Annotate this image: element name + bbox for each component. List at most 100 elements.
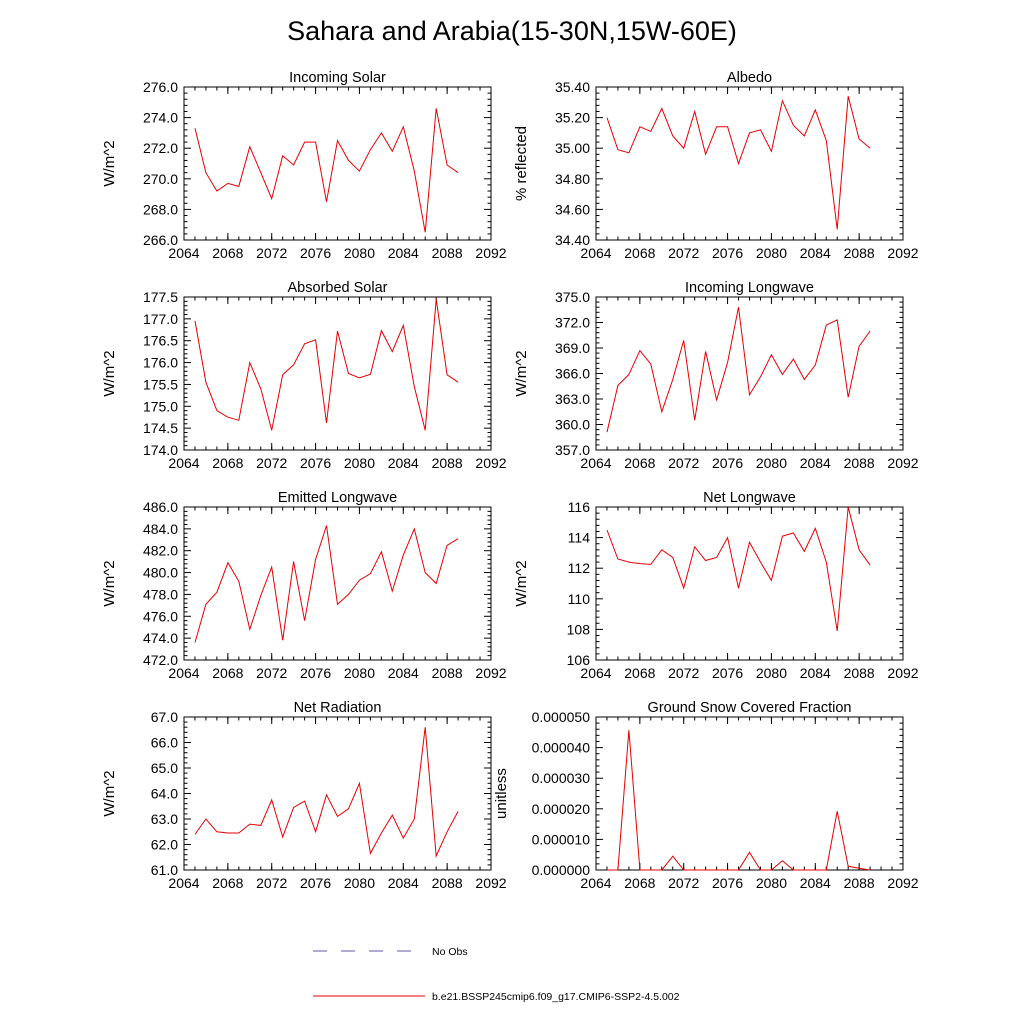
series-line <box>194 299 459 431</box>
x-tick-label: 2068 <box>212 875 243 891</box>
panels: 2064 2068 2072 2076 2080 2084 2088 2092 266.0 268… <box>101 70 919 891</box>
y-tick-label: 106 <box>567 652 591 668</box>
y-tick-label: 176.0 <box>143 355 178 371</box>
x-tick-label: 2076 <box>300 875 331 891</box>
x-tick-label: 2084 <box>800 455 831 471</box>
y-tick-label: 64.0 <box>151 786 178 802</box>
x-tick-label: 2076 <box>300 665 331 681</box>
panel-title: Net Longwave <box>703 490 796 506</box>
x-tick-label: 2080 <box>344 875 375 891</box>
x-tick-label: 2088 <box>844 665 875 681</box>
panel-net-radiation: 2064 2068 2072 2076 2080 2084 2088 2092 61.0 62.0… <box>101 700 507 891</box>
y-tick-label: 268.0 <box>143 201 178 217</box>
x-tick-label: 2088 <box>844 245 875 261</box>
x-tick-label: 2088 <box>432 245 463 261</box>
y-tick-label: 486.0 <box>143 499 178 515</box>
y-tick-label: 174.0 <box>143 442 178 458</box>
y-tick-label: 276.0 <box>143 79 178 95</box>
panel-albedo: 2064 2068 2072 2076 2080 2084 2088 2092 34.40 34.… <box>513 70 919 261</box>
y-axis-label: % reflected <box>513 126 530 201</box>
y-tick-label: 372.0 <box>555 315 590 331</box>
y-tick-label: 110 <box>568 591 591 607</box>
plot-frame <box>595 296 904 451</box>
x-tick-label: 2084 <box>388 665 419 681</box>
legend-label-no-obs: No Obs <box>432 946 468 958</box>
x-tick-label: 2084 <box>800 665 831 681</box>
x-tick-label: 2072 <box>668 245 699 261</box>
x-tick-label: 2092 <box>475 875 506 891</box>
y-tick-label: 34.80 <box>555 171 590 187</box>
y-tick-label: 270.0 <box>143 171 178 187</box>
panel-title: Absorbed Solar <box>288 280 388 296</box>
x-tick-label: 2068 <box>624 245 655 261</box>
series-line <box>194 108 459 233</box>
y-tick-label: 476.0 <box>143 608 178 624</box>
y-tick-label: 66.0 <box>151 735 178 751</box>
y-tick-label: 480.0 <box>143 565 178 581</box>
panel-emitted-longwave: 2064 2068 2072 2076 2080 2084 2088 2092 472.0 474… <box>101 490 507 681</box>
y-tick-label: 34.60 <box>555 201 590 217</box>
y-axis-label: unitless <box>493 768 510 819</box>
series-line <box>606 506 871 631</box>
y-axis-label: W/m^2 <box>101 770 118 816</box>
y-tick-label: 63.0 <box>151 811 178 827</box>
x-tick-label: 2072 <box>668 455 699 471</box>
y-tick-label: 67.0 <box>151 709 178 725</box>
series-line <box>607 730 871 871</box>
x-tick-label: 2080 <box>756 245 787 261</box>
x-tick-label: 2088 <box>844 455 875 471</box>
y-axis-label: W/m^2 <box>101 350 118 396</box>
x-tick-label: 2072 <box>256 665 287 681</box>
x-tick-label: 2064 <box>168 665 199 681</box>
x-tick-label: 2084 <box>800 875 831 891</box>
y-tick-label: 274.0 <box>143 110 178 126</box>
y-axis-label: W/m^2 <box>513 560 530 606</box>
series-line <box>194 727 459 858</box>
x-tick-label: 2064 <box>580 245 611 261</box>
y-tick-label: 472.0 <box>143 652 178 668</box>
figure-title: Sahara and Arabia(15-30N,15W-60E) <box>287 16 737 46</box>
x-tick-label: 2092 <box>475 665 506 681</box>
y-tick-label: 116 <box>568 499 591 515</box>
y-tick-label: 366.0 <box>555 366 590 382</box>
x-tick-label: 2080 <box>756 455 787 471</box>
y-tick-label: 478.0 <box>143 586 178 602</box>
y-tick-label: 62.0 <box>151 837 178 853</box>
y-tick-label: 357.0 <box>555 442 590 458</box>
x-tick-label: 2088 <box>432 665 463 681</box>
y-tick-label: 482.0 <box>143 543 178 559</box>
x-tick-label: 2068 <box>212 455 243 471</box>
y-tick-label: 35.40 <box>555 79 590 95</box>
plot-frame <box>183 86 492 241</box>
y-tick-label: 176.5 <box>143 333 178 349</box>
x-tick-label: 2080 <box>344 245 375 261</box>
y-axis-label: W/m^2 <box>101 560 118 606</box>
panel-absorbed-solar: 2064 2068 2072 2076 2080 2084 2088 2092 174.0 174… <box>101 280 507 471</box>
y-tick-label: 174.5 <box>143 420 178 436</box>
panel-title: Albedo <box>727 70 772 86</box>
y-axis-label: W/m^2 <box>101 140 118 186</box>
y-tick-label: 61.0 <box>151 862 178 878</box>
panel-incoming-longwave: 2064 2068 2072 2076 2080 2084 2088 2092 357.0 360… <box>513 280 919 471</box>
x-tick-label: 2064 <box>580 875 611 891</box>
x-tick-label: 2084 <box>800 245 831 261</box>
x-tick-label: 2064 <box>168 245 199 261</box>
x-tick-label: 2088 <box>844 875 875 891</box>
x-tick-label: 2072 <box>256 875 287 891</box>
panel-title: Net Radiation <box>294 700 382 716</box>
y-tick-label: 0.000010 <box>532 831 591 847</box>
x-tick-label: 2084 <box>388 875 419 891</box>
y-tick-label: 375.0 <box>555 289 590 305</box>
x-tick-label: 2076 <box>712 665 743 681</box>
x-tick-label: 2092 <box>887 665 918 681</box>
y-tick-label: 272.0 <box>143 140 178 156</box>
plot-frame <box>595 506 904 661</box>
plot-frame <box>183 716 492 871</box>
y-tick-label: 360.0 <box>555 417 590 433</box>
x-tick-label: 2072 <box>256 455 287 471</box>
panel-net-longwave: 2064 2068 2072 2076 2080 2084 2088 2092 106 108 11… <box>513 490 919 681</box>
y-tick-label: 0.000040 <box>532 740 591 756</box>
series-line <box>606 96 871 230</box>
x-tick-label: 2092 <box>475 245 506 261</box>
y-tick-label: 369.0 <box>555 340 590 356</box>
